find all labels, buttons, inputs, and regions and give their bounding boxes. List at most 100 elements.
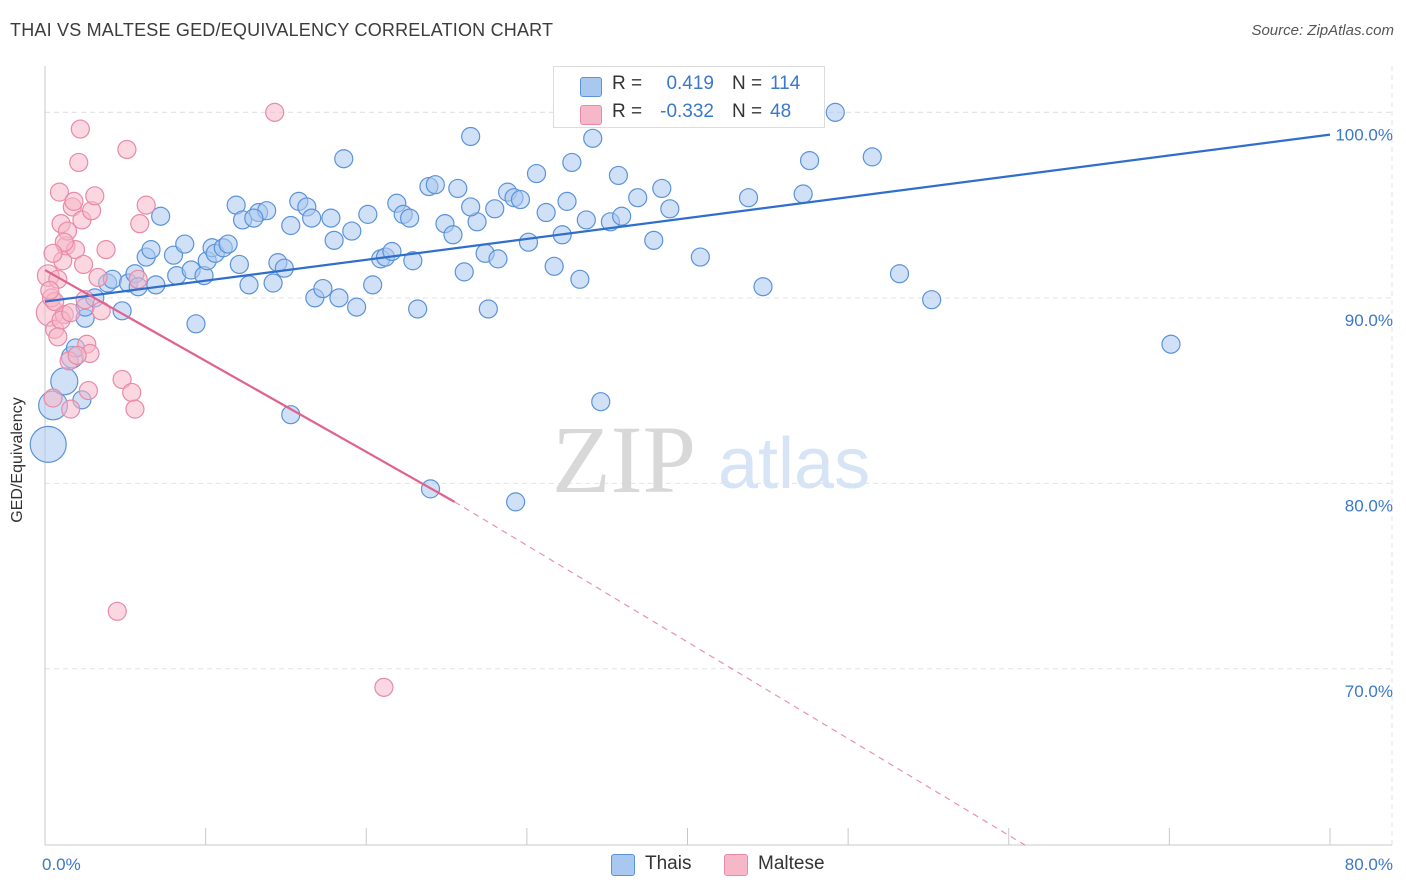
thais-point <box>544 256 564 276</box>
thais-point <box>146 275 166 295</box>
thais-point <box>738 188 759 208</box>
thais-point <box>608 165 629 186</box>
maltese-point <box>43 243 63 263</box>
thais-point <box>825 102 845 122</box>
stats-legend: R = 0.419 N = 114 R = -0.332 N = 48 <box>553 66 825 128</box>
thais-point <box>506 492 526 512</box>
legend-swatch-maltese <box>724 854 748 876</box>
maltese-point <box>130 214 150 234</box>
thais-point <box>660 199 680 219</box>
thais-point <box>570 269 590 289</box>
maltese-point <box>117 139 137 160</box>
thais-point <box>313 278 333 299</box>
legend-n-value: 48 <box>770 101 792 122</box>
thais-point <box>302 208 322 228</box>
legend-swatch-thais <box>580 77 602 97</box>
thais-point <box>644 230 664 250</box>
thais-point <box>488 249 508 269</box>
maltese-point <box>70 119 90 139</box>
maltese-point <box>67 345 87 365</box>
x-tick-label: 0.0% <box>42 855 81 874</box>
thais-point <box>628 188 648 208</box>
thais-point <box>408 299 428 319</box>
maltese-point <box>112 369 132 390</box>
maltese-point <box>49 182 70 202</box>
legend-row-maltese: R = -0.332 N = 48 <box>554 99 824 127</box>
legend-r-value: -0.332 <box>660 101 714 122</box>
thais-point <box>425 175 445 195</box>
thais-point <box>612 206 632 226</box>
x-tick-label: 80.0% <box>1345 855 1393 874</box>
thais-point <box>536 202 556 223</box>
series-legend: Thais Maltese <box>0 852 1406 878</box>
thais-point <box>591 392 611 412</box>
thais-point <box>363 275 383 295</box>
thais-point <box>690 247 710 267</box>
legend-label-maltese: Maltese <box>758 853 825 874</box>
thais-point <box>526 163 547 184</box>
thais-point <box>583 128 603 148</box>
legend-swatch-thais <box>611 854 635 876</box>
maltese-point <box>78 380 98 401</box>
legend-swatch-maltese <box>580 105 602 125</box>
maltese-point <box>85 186 105 206</box>
maltese-point <box>61 303 81 323</box>
maltese-point <box>122 382 142 403</box>
thais-point <box>510 189 531 210</box>
thais-point <box>141 240 161 260</box>
thais-point <box>321 208 341 228</box>
y-tick-label: 90.0% <box>1345 311 1393 330</box>
legend-r-label: R = <box>612 73 643 94</box>
thais-point <box>576 210 596 230</box>
maltese-point <box>374 677 394 697</box>
legend-row-thais: R = 0.419 N = 114 <box>554 71 824 99</box>
source-label: Source: ZipAtlas.com <box>1251 22 1394 39</box>
thais-point <box>454 262 474 282</box>
thais-point <box>329 288 349 308</box>
legend-n-label: N = <box>732 73 763 94</box>
tick-labels: 100.0% 90.0% 80.0% 70.0% 0.0% 80.0% <box>42 125 1393 874</box>
data-points <box>29 102 1181 697</box>
thais-point <box>151 206 171 226</box>
thais-point <box>889 264 910 284</box>
thais-point <box>324 230 344 250</box>
thais-point <box>274 258 294 278</box>
thais-point <box>1161 334 1181 354</box>
y-tick-label: 70.0% <box>1345 682 1393 701</box>
thais-point <box>922 290 942 310</box>
chart-title: THAI VS MALTESE GED/EQUIVALENCY CORRELAT… <box>10 20 554 40</box>
maltese-trend-extension <box>454 501 1026 846</box>
thais-point <box>652 178 672 199</box>
maltese-point <box>48 327 68 347</box>
legend-n-label: N = <box>732 101 763 122</box>
maltese-point <box>136 195 156 215</box>
maltese-point <box>88 267 108 288</box>
thais-point <box>29 425 67 463</box>
y-tick-label: 80.0% <box>1345 496 1393 515</box>
legend-n-value: 114 <box>770 73 801 94</box>
y-tick-label: 100.0% <box>1335 125 1393 144</box>
thais-point <box>562 152 582 173</box>
thais-point <box>557 191 577 211</box>
thais-point <box>862 147 882 167</box>
thais-point <box>186 314 206 334</box>
maltese-point <box>64 191 84 211</box>
thais-point <box>400 208 420 228</box>
maltese-point <box>265 102 285 122</box>
watermark: ZIP atlas <box>552 406 870 513</box>
maltese-point <box>96 240 116 260</box>
legend-r-value: 0.419 <box>666 73 714 94</box>
thais-point <box>799 150 820 171</box>
maltese-point <box>61 399 81 419</box>
thais-point <box>518 232 539 252</box>
trend-lines <box>44 133 1331 846</box>
thais-point <box>461 197 481 217</box>
thais-point <box>218 234 238 254</box>
legend-label-thais: Thais <box>645 853 692 874</box>
maltese-point <box>107 601 127 621</box>
maltese-point <box>43 388 63 408</box>
maltese-point <box>128 269 148 289</box>
maltese-point <box>73 254 94 275</box>
thais-trend-line <box>44 133 1331 303</box>
